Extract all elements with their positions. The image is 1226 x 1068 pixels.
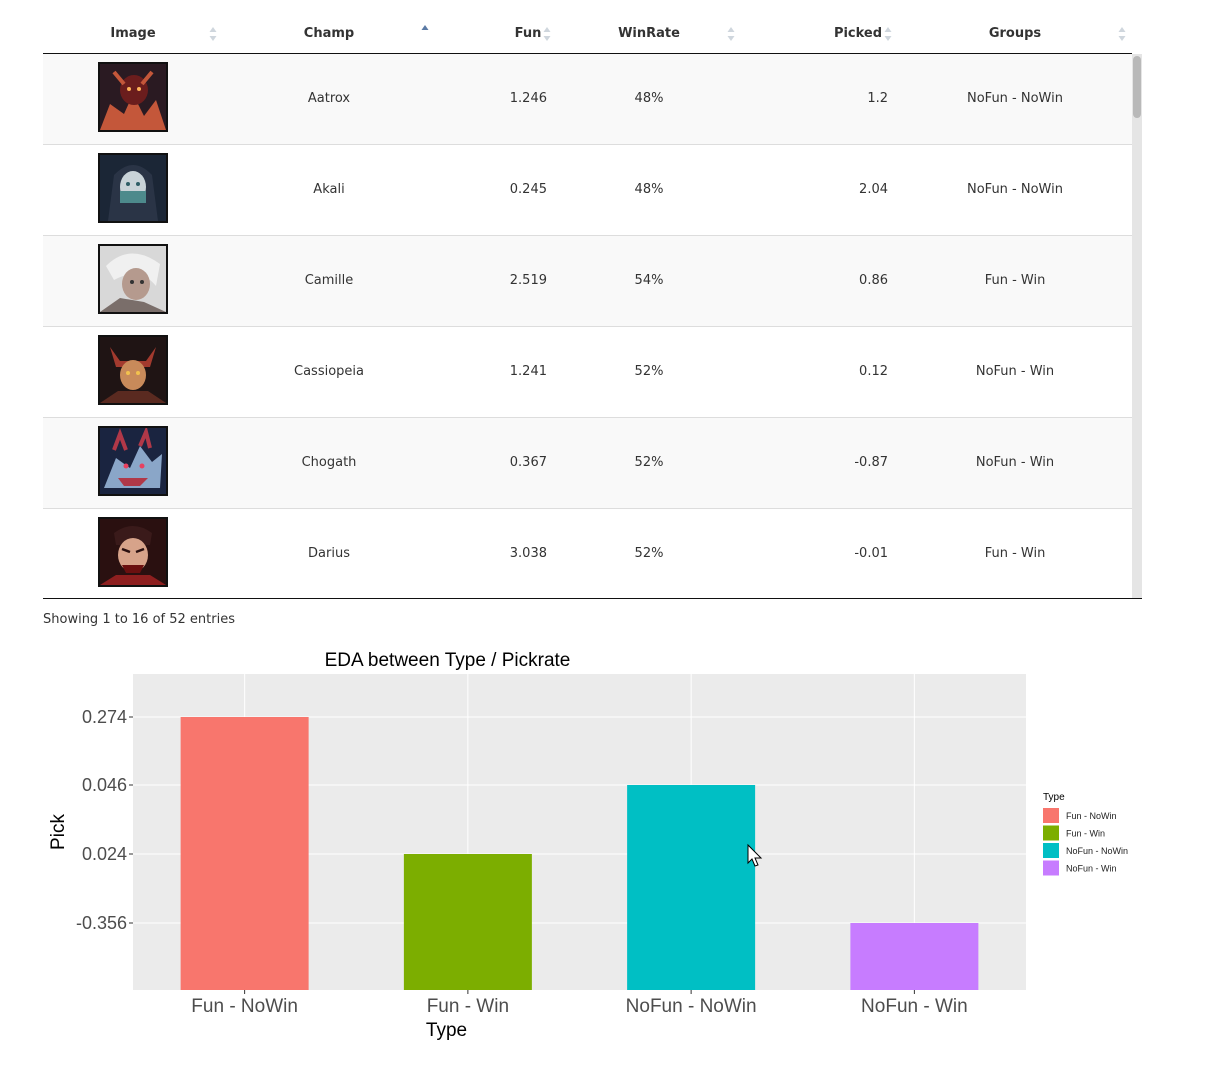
legend-title: Type [1043,792,1065,803]
cell-groups: NoFun - NoWin [967,91,1063,106]
cell-fun: 3.038 [509,546,547,561]
cell-champ: Camille [304,273,354,288]
cell-fun: 0.367 [509,455,547,470]
aatrox-portrait-image [100,64,166,130]
table-row[interactable]: Cassiopeia 1.241 52% 0.12 NoFun - Win [43,327,1132,418]
camille-portrait-image [100,246,166,312]
sort-both-icon[interactable] [209,26,217,42]
bar-nofun-win [850,923,979,990]
cassiopeia-portrait-image [100,337,166,403]
legend-swatch [1043,843,1059,858]
cell-champ: Aatrox [307,91,351,106]
sort-ascending-icon[interactable] [421,24,429,40]
bar-nofun-nowin [627,785,756,990]
legend-item-label: NoFun - NoWin [1066,846,1128,856]
cell-picked: -0.01 [854,546,888,561]
cell-groups: NoFun - NoWin [967,182,1063,197]
cell-champ: Darius [308,546,350,561]
column-header-picked[interactable]: Picked [833,26,883,41]
cell-winrate: 52% [634,546,664,561]
cell-groups: Fun - Win [984,273,1046,288]
y-tick-label: -0.356 [76,913,127,933]
table-row[interactable]: Chogath 0.367 52% -0.87 NoFun - Win [43,418,1132,509]
table-scrollbar[interactable] [1132,54,1142,599]
x-tick-label: Fun - Win [427,996,509,1017]
champion-portrait [98,244,168,314]
legend-swatch [1043,808,1059,823]
y-axis-label: Pick [48,814,69,850]
table-row[interactable]: Camille 2.519 54% 0.86 Fun - Win [43,236,1132,327]
cell-groups: NoFun - Win [975,364,1055,379]
cell-winrate: 48% [634,91,664,106]
cell-picked: 0.86 [859,273,888,288]
cell-winrate: 54% [634,273,664,288]
data-table: Image Champ Fun WinRate Picked Groups [43,0,1143,600]
x-tick-label: NoFun - Win [861,996,968,1017]
pick-bar-chart: -0.356 0.024 0.046 0.274 Fun - NoWin Fun - Wi… [48,650,1128,1041]
cell-groups: Fun - Win [984,546,1046,561]
x-axis-label: Type [426,1020,467,1041]
scrollbar-thumb[interactable] [1133,56,1141,118]
table-row[interactable]: Darius 3.038 52% -0.01 Fun - Win [43,509,1132,599]
sort-both-icon[interactable] [1118,26,1126,42]
bar-fun-nowin [180,717,309,990]
chart-title: EDA between Type / Pickrate [325,650,571,671]
cell-groups: NoFun - Win [975,455,1055,470]
y-tick-label: 0.024 [82,844,127,864]
table-row[interactable]: Aatrox 1.246 48% 1.2 NoFun - NoWin [43,54,1132,145]
cell-champ: Cassiopeia [294,364,364,379]
akali-portrait-image [100,155,166,221]
cell-champ: Chogath [301,455,357,470]
x-tick-label: Fun - NoWin [191,996,298,1017]
champion-portrait [98,426,168,496]
cell-picked: 2.04 [859,182,888,197]
column-header-groups[interactable]: Groups [988,26,1042,41]
table-row[interactable]: Akali 0.245 48% 2.04 NoFun - NoWin [43,145,1132,236]
cell-picked: -0.87 [854,455,888,470]
column-header-fun[interactable]: Fun [514,26,542,41]
bar-fun-win [403,854,532,990]
legend-item-label: Fun - Win [1066,829,1105,839]
cell-fun: 1.241 [509,364,547,379]
table-header: Image Champ Fun WinRate Picked Groups [43,0,1132,54]
cell-picked: 0.12 [859,364,888,379]
x-tick-label: NoFun - NoWin [626,996,757,1017]
champion-portrait [98,62,168,132]
cell-picked: 1.2 [867,91,888,106]
table-info: Showing 1 to 16 of 52 entries [43,612,235,627]
column-header-image[interactable]: Image [110,26,156,41]
table-body: Aatrox 1.246 48% 1.2 NoFun - NoWin Akali… [43,54,1132,599]
cell-winrate: 48% [634,182,664,197]
champion-portrait [98,153,168,223]
legend-swatch [1043,825,1059,841]
cell-champ: Akali [313,182,345,197]
cell-fun: 1.246 [509,91,547,106]
table-bottom-rule [43,598,1142,599]
sort-both-icon[interactable] [884,26,892,42]
sort-both-icon[interactable] [727,26,735,42]
legend-item-label: Fun - NoWin [1066,811,1117,821]
cell-fun: 0.245 [509,182,547,197]
champion-portrait [98,517,168,587]
cell-fun: 2.519 [509,273,547,288]
champion-portrait [98,335,168,405]
mouse-cursor-icon [747,843,763,867]
column-header-champ[interactable]: Champ [303,26,355,41]
chogath-portrait-image [100,428,166,494]
darius-portrait-image [100,519,166,585]
legend-item-label: NoFun - Win [1066,864,1117,874]
sort-both-icon[interactable] [543,26,551,42]
column-header-winrate[interactable]: WinRate [618,26,680,41]
cell-winrate: 52% [634,455,664,470]
y-tick-label: 0.274 [82,707,127,727]
cell-winrate: 52% [634,364,664,379]
y-tick-label: 0.046 [82,775,127,795]
legend-swatch [1043,860,1059,876]
